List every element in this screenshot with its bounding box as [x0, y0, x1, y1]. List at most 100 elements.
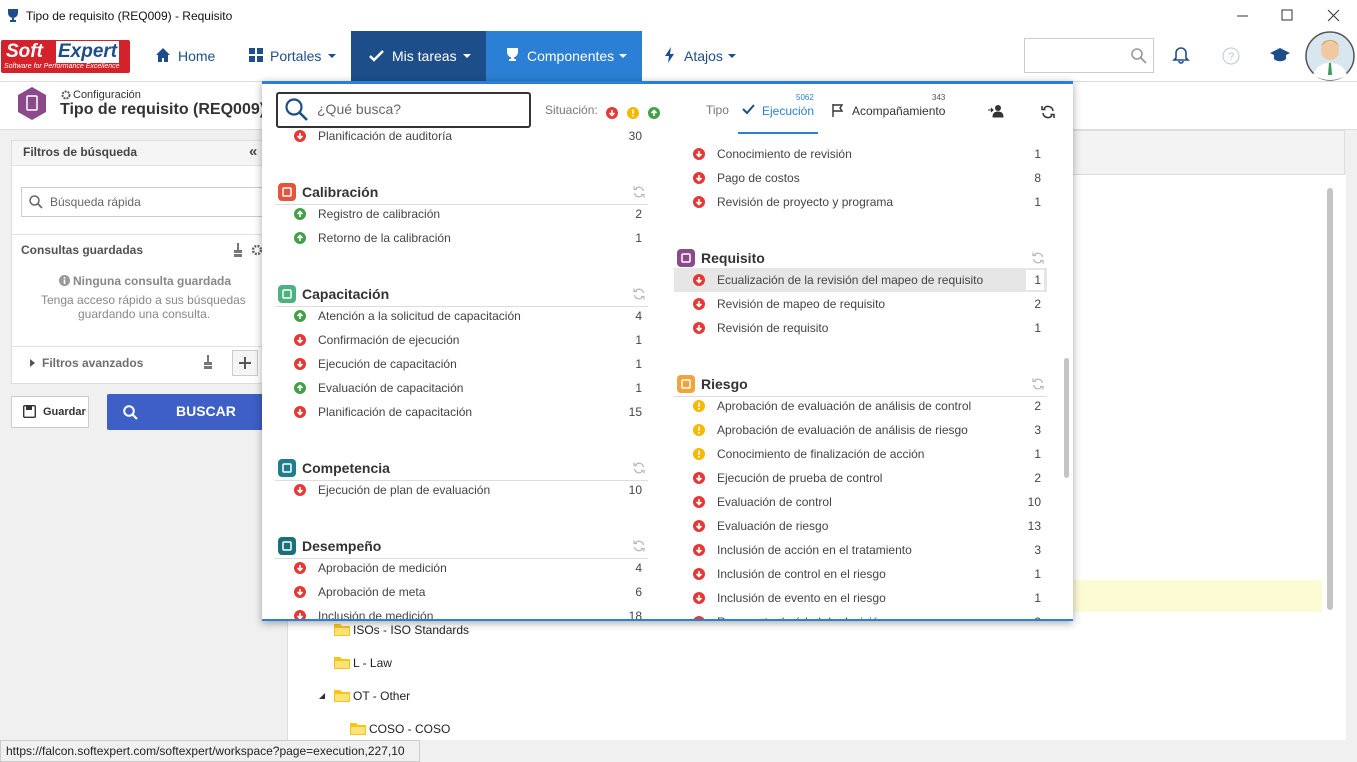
- quick-search-box[interactable]: [21, 187, 281, 217]
- task-label[interactable]: Planificación de capacitación: [318, 405, 473, 419]
- task-label[interactable]: Inclusión de acción en el tratamiento: [717, 543, 912, 557]
- situation-yellow[interactable]: [627, 107, 639, 119]
- check-icon: [369, 50, 384, 62]
- status-icon: [693, 400, 705, 412]
- task-label[interactable]: Aprobación de meta: [318, 585, 426, 599]
- advanced-filters[interactable]: Filtros avanzados: [42, 356, 144, 370]
- icon-part: [328, 54, 336, 58]
- task-label[interactable]: Atención a la solicitud de capacitación: [318, 309, 521, 323]
- collapse-button[interactable]: «: [249, 143, 258, 160]
- gear-icon[interactable]: [251, 244, 263, 256]
- task-label[interactable]: Inclusión de control en el riesgo: [717, 567, 886, 581]
- task-label[interactable]: Pago de costos: [717, 171, 800, 185]
- icon-part: [351, 727, 365, 734]
- tree-node[interactable]: L - Law: [353, 656, 392, 670]
- search-button[interactable]: [107, 394, 277, 430]
- refresh-icon[interactable]: [1041, 105, 1055, 119]
- task-label[interactable]: Conocimiento de revisión: [717, 147, 852, 161]
- task-label[interactable]: Ecualización de la revisión del mapeo de…: [717, 273, 984, 287]
- task-label[interactable]: Conocimiento de finalización de acción: [717, 447, 925, 461]
- nav-item[interactable]: Componentes: [527, 48, 615, 64]
- task-label[interactable]: Evaluación de capacitación: [318, 381, 464, 395]
- group-refresh[interactable]: [633, 288, 645, 300]
- avatar[interactable]: [1305, 31, 1355, 81]
- group-refresh[interactable]: [1032, 252, 1044, 264]
- icon-part: [239, 357, 251, 369]
- icon-part: [278, 183, 296, 201]
- icon-part: [282, 541, 292, 551]
- icon-part: [335, 628, 349, 635]
- scrollbar-thumb[interactable]: [1327, 188, 1333, 610]
- menu-scrollbar[interactable]: [1064, 358, 1069, 478]
- nav-item[interactable]: Mis tareas: [392, 48, 457, 64]
- menu-search-box[interactable]: [276, 92, 531, 128]
- maximize[interactable]: [1281, 9, 1293, 21]
- icon-part: [249, 56, 255, 62]
- nav-item[interactable]: Portales: [270, 48, 322, 64]
- situation-green[interactable]: [648, 107, 660, 119]
- icon-part: [695, 475, 703, 482]
- status-icon: [294, 610, 306, 619]
- task-label[interactable]: Aprobación de evaluación de análisis de …: [717, 423, 968, 437]
- nav-item[interactable]: Home: [178, 48, 216, 64]
- task-label[interactable]: Planificación de auditoría: [318, 130, 453, 143]
- group-refresh[interactable]: [1032, 378, 1044, 390]
- group-refresh[interactable]: [633, 462, 645, 474]
- task-label[interactable]: Revisión de requisito: [717, 321, 829, 335]
- task-label[interactable]: Inclusión de medición: [318, 609, 434, 619]
- task-label[interactable]: Ejecución de plan de evaluación: [318, 483, 491, 497]
- selected-row[interactable]: [674, 268, 1047, 292]
- task-label[interactable]: Confirmación de ejecución: [318, 333, 460, 347]
- task-label[interactable]: Ejecución de capacitación: [318, 357, 457, 371]
- tree-node[interactable]: OT - Other: [353, 689, 411, 703]
- task-label[interactable]: Inclusión de evento en el riesgo: [717, 591, 886, 605]
- task-label[interactable]: Revisión de mapeo de requisito: [717, 297, 886, 311]
- window-controls[interactable]: [1230, 8, 1350, 24]
- tree-toggle[interactable]: [318, 693, 325, 699]
- icon-part: [728, 54, 736, 58]
- tree-node[interactable]: COSO - COSO: [369, 722, 451, 736]
- tab-label[interactable]: Ejecución: [762, 104, 815, 118]
- clear-icon[interactable]: [203, 355, 213, 369]
- help-icon[interactable]: ?: [1222, 47, 1240, 65]
- task-count: 3: [1034, 614, 1041, 619]
- task-count: 1: [1034, 591, 1041, 605]
- icon-part: [298, 111, 308, 121]
- task-label[interactable]: Evaluación de control: [717, 495, 832, 509]
- task-label[interactable]: Aprobación de medición: [318, 561, 447, 575]
- bell-icon[interactable]: [1172, 47, 1190, 64]
- group-refresh[interactable]: [633, 186, 645, 198]
- icon-part: [257, 56, 263, 62]
- icon-part: [695, 571, 703, 578]
- situation-red[interactable]: [606, 107, 618, 119]
- filter-panel: [11, 140, 275, 384]
- icon-part: [695, 325, 703, 332]
- icon-part: [296, 337, 304, 344]
- task-label[interactable]: Registro de calibración: [318, 207, 441, 221]
- icon-part: [698, 432, 700, 434]
- status-icon: [294, 382, 306, 394]
- close[interactable]: [1327, 9, 1340, 22]
- breadcrumb[interactable]: Configuración: [73, 89, 141, 101]
- status-icon: [294, 562, 306, 574]
- learning-icon[interactable]: [1270, 48, 1290, 62]
- tab-label[interactable]: Acompañamiento: [852, 104, 946, 118]
- nav-item[interactable]: Atajos: [684, 48, 723, 64]
- saved-title: Consultas guardadas: [21, 243, 144, 257]
- task-label[interactable]: Evaluación de riesgo: [717, 519, 829, 533]
- icon-part: [63, 279, 66, 284]
- status-icon: [294, 334, 306, 346]
- icon-part: [296, 361, 304, 368]
- task-label[interactable]: Aprobación de evaluación de análisis de …: [717, 399, 972, 413]
- task-label[interactable]: Retorno de la calibración: [318, 231, 451, 245]
- group-refresh[interactable]: [633, 540, 645, 552]
- delegate-icon[interactable]: [988, 104, 1004, 118]
- clear-icon[interactable]: [233, 243, 243, 257]
- nav-item-active[interactable]: [351, 31, 486, 81]
- task-label[interactable]: Respuesta de árbol de decisión: [717, 614, 885, 619]
- tree-node[interactable]: ISOs - ISO Standards: [353, 623, 470, 637]
- task-label[interactable]: Ejecución de prueba de control: [717, 471, 883, 485]
- task-label[interactable]: Revisión de proyecto y programa: [717, 195, 894, 209]
- expand-caret[interactable]: [30, 359, 35, 367]
